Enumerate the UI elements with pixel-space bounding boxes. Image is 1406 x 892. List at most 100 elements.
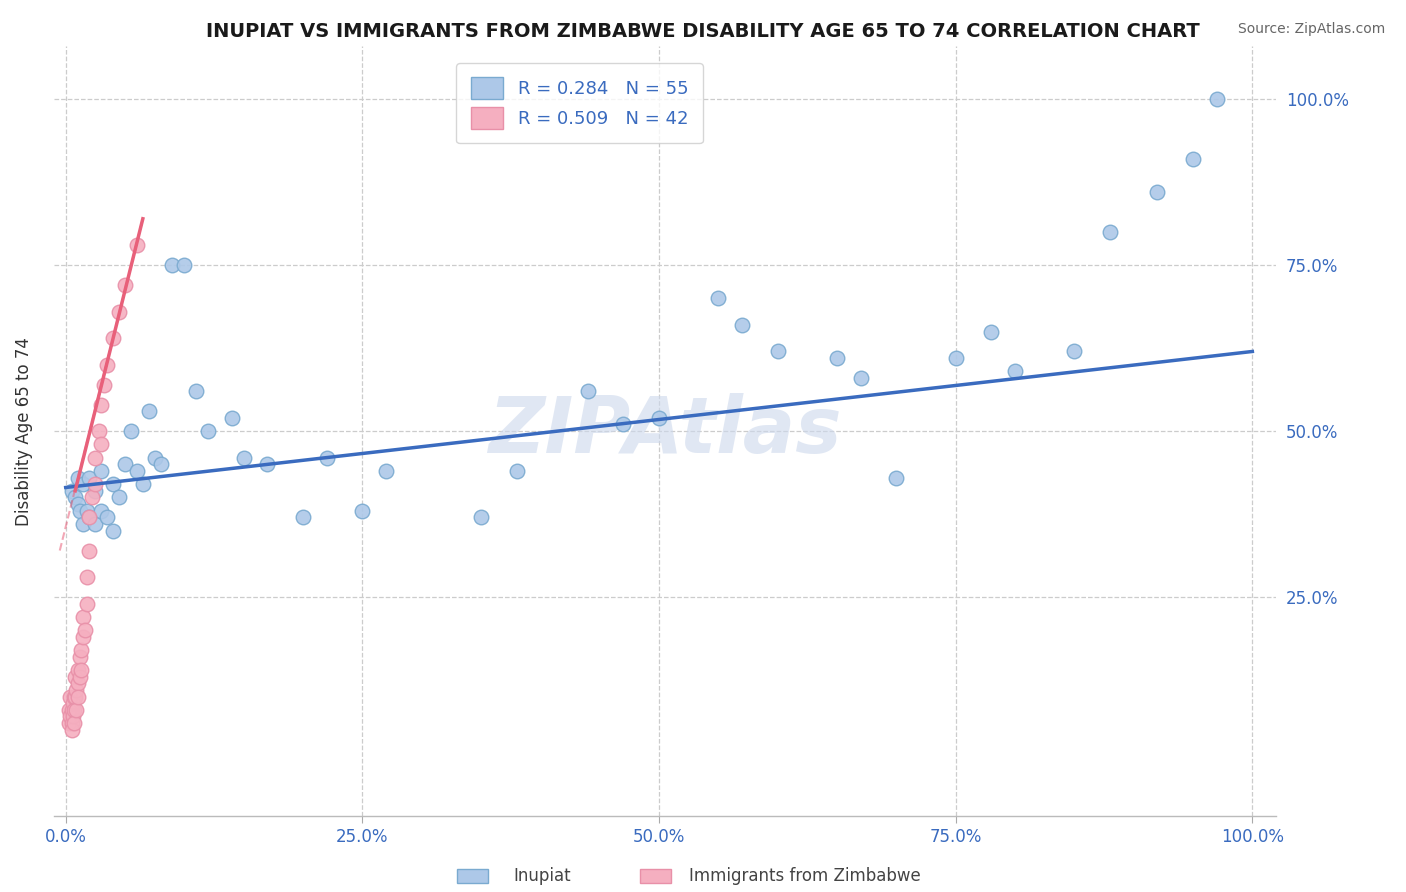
Point [58, 703, 80, 717]
Point [470, 510, 492, 524]
Point [648, 410, 671, 425]
Text: ZIPAtlas: ZIPAtlas [488, 393, 842, 469]
Point [96, 510, 118, 524]
Point [84, 477, 107, 491]
Point [72, 516, 94, 531]
Point [66, 663, 89, 677]
Point [80, 491, 103, 505]
Point [1205, 92, 1227, 106]
Point [197, 424, 219, 438]
Point [138, 404, 160, 418]
Point [63, 716, 86, 731]
Text: Immigrants from Zimbabwe: Immigrants from Zimbabwe [689, 867, 921, 885]
Point [62, 709, 84, 723]
Point [143, 450, 166, 465]
Point [90, 504, 112, 518]
Point [79, 510, 101, 524]
Point [63, 690, 86, 704]
Point [63, 491, 86, 505]
Point [93, 377, 115, 392]
Point [125, 464, 148, 478]
Point [108, 304, 131, 318]
Point [505, 464, 527, 478]
Legend: R = 0.284   N = 55, R = 0.509   N = 42: R = 0.284 N = 55, R = 0.509 N = 42 [456, 63, 703, 143]
Point [63, 670, 86, 684]
Point [60, 716, 83, 731]
Point [132, 477, 155, 491]
Point [101, 477, 124, 491]
Point [90, 398, 112, 412]
Point [87, 424, 110, 438]
Point [352, 504, 374, 518]
Point [84, 483, 107, 498]
Point [256, 457, 278, 471]
Point [186, 384, 208, 399]
Point [731, 318, 754, 332]
Point [232, 450, 254, 465]
Point [76, 570, 98, 584]
Text: Source: ZipAtlas.com: Source: ZipAtlas.com [1237, 22, 1385, 37]
Point [72, 477, 94, 491]
Point [65, 703, 87, 717]
Point [66, 690, 89, 704]
Point [114, 457, 136, 471]
Point [1146, 185, 1168, 199]
Point [886, 470, 908, 484]
Point [90, 464, 112, 478]
Point [63, 690, 86, 704]
Point [114, 278, 136, 293]
Point [162, 258, 184, 272]
Point [766, 344, 789, 359]
Point [60, 703, 83, 717]
Point [76, 597, 98, 611]
Point [1182, 152, 1205, 166]
Point [101, 524, 124, 538]
Point [1063, 344, 1085, 359]
Point [707, 292, 730, 306]
Point [58, 716, 80, 731]
Point [149, 457, 172, 471]
Point [60, 483, 83, 498]
Point [576, 384, 599, 399]
Point [221, 410, 243, 425]
Point [76, 504, 98, 518]
Point [125, 238, 148, 252]
Point [101, 331, 124, 345]
Text: INUPIAT VS IMMIGRANTS FROM ZIMBABWE DISABILITY AGE 65 TO 74 CORRELATION CHART: INUPIAT VS IMMIGRANTS FROM ZIMBABWE DISA… [207, 22, 1199, 41]
Point [66, 470, 89, 484]
Point [96, 358, 118, 372]
Point [66, 676, 89, 690]
Point [79, 470, 101, 484]
Point [72, 610, 94, 624]
Point [84, 450, 107, 465]
Point [1098, 225, 1121, 239]
Point [66, 497, 89, 511]
Point [84, 516, 107, 531]
Point [108, 491, 131, 505]
Point [90, 437, 112, 451]
Point [945, 351, 967, 365]
Point [120, 424, 142, 438]
Point [62, 696, 84, 710]
Point [59, 690, 82, 704]
Point [60, 723, 83, 737]
Point [173, 258, 195, 272]
Point [79, 543, 101, 558]
Point [69, 670, 91, 684]
Point [69, 504, 91, 518]
Point [70, 663, 93, 677]
Point [612, 417, 634, 432]
Point [849, 371, 872, 385]
Point [79, 510, 101, 524]
Point [69, 649, 91, 664]
Point [825, 351, 848, 365]
Text: Inupiat: Inupiat [513, 867, 571, 885]
Point [980, 325, 1002, 339]
Point [59, 709, 82, 723]
Point [375, 464, 398, 478]
Point [72, 630, 94, 644]
Point [63, 703, 86, 717]
Y-axis label: Disability Age 65 to 74: Disability Age 65 to 74 [15, 336, 32, 525]
Point [70, 643, 93, 657]
Point [1004, 364, 1026, 378]
